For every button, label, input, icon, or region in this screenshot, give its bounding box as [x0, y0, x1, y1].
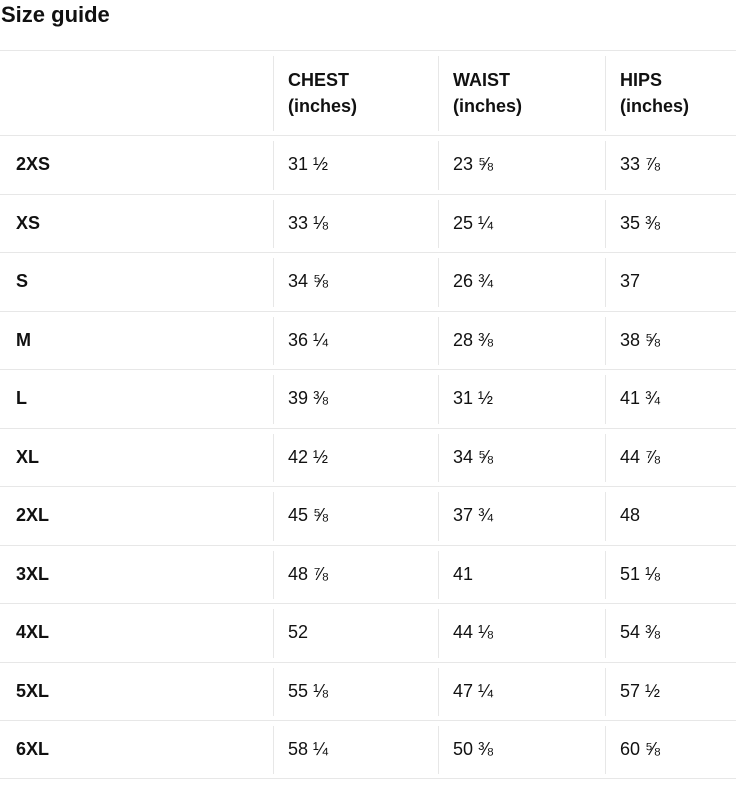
size-row-l: L 39 ⅜ 31 ½ 41 ¾ [0, 369, 736, 428]
header-cell-hips: HIPS (inches) [605, 50, 736, 135]
chest-header-unit: (inches) [288, 96, 358, 116]
hips-value: 33 ⅞ [605, 135, 736, 194]
hips-value: 35 ⅜ [605, 193, 736, 252]
waist-value: 34 ⅝ [438, 427, 605, 486]
waist-value: 37 ¾ [438, 486, 605, 545]
chest-value: 34 ⅝ [273, 252, 438, 311]
hips-value: 41 ¾ [605, 369, 736, 428]
hips-value: 44 ⅞ [605, 427, 736, 486]
chest-value: 58 ¼ [273, 720, 438, 779]
size-row-3xl: 3XL 48 ⅞ 41 51 ⅛ [0, 544, 736, 604]
waist-value: 31 ½ [438, 369, 605, 428]
size-label: XS [0, 193, 273, 253]
chest-value: 36 ¼ [273, 310, 438, 369]
chest-value: 31 ½ [273, 135, 438, 194]
waist-value: 50 ⅜ [438, 720, 605, 779]
chest-value: 48 ⅞ [273, 544, 438, 603]
size-table-header: CHEST (inches) WAIST (inches) HIPS (inch… [0, 50, 736, 135]
chest-value: 55 ⅛ [273, 661, 438, 720]
size-row-2xs: 2XS 31 ½ 23 ⅝ 33 ⅞ [0, 135, 736, 194]
hips-header-unit: (inches) [620, 96, 690, 116]
hips-value: 37 [605, 252, 736, 311]
chest-value: 33 ⅛ [273, 193, 438, 252]
size-label: 5XL [0, 661, 273, 721]
size-row-5xl: 5XL 55 ⅛ 47 ¼ 57 ½ [0, 661, 736, 721]
waist-value: 47 ¼ [438, 661, 605, 720]
hips-value: 48 [605, 486, 736, 545]
hips-value: 38 ⅝ [605, 310, 736, 369]
size-label: 2XL [0, 486, 273, 545]
size-label: L [0, 369, 273, 428]
size-row-6xl: 6XL 58 ¼ 50 ⅜ 60 ⅝ [0, 720, 736, 779]
size-table: CHEST (inches) WAIST (inches) HIPS (inch… [0, 50, 736, 779]
waist-header-unit: (inches) [453, 96, 523, 116]
chest-value: 52 [273, 603, 438, 662]
page-title: Size guide [1, 2, 110, 27]
waist-value: 41 [438, 544, 605, 603]
header-cell-chest: CHEST (inches) [273, 50, 438, 135]
chest-header-label: CHEST [288, 70, 350, 90]
size-row-xs: XS 33 ⅛ 25 ¼ 35 ⅜ [0, 193, 736, 253]
waist-value: 28 ⅜ [438, 310, 605, 369]
size-row-xl: XL 42 ½ 34 ⅝ 44 ⅞ [0, 427, 736, 487]
size-table-body: 2XS 31 ½ 23 ⅝ 33 ⅞ XS 33 ⅛ 25 ¼ 35 ⅜ S 34 ⅝ 26 ¾ 37… [0, 135, 736, 779]
waist-value: 25 ¼ [438, 193, 605, 252]
size-label: 4XL [0, 603, 273, 662]
size-row-m: M 36 ¼ 28 ⅜ 38 ⅝ [0, 310, 736, 370]
waist-header-label: WAIST [453, 70, 510, 90]
hips-value: 51 ⅛ [605, 544, 736, 603]
header-cell-empty [0, 50, 273, 135]
size-label: XL [0, 427, 273, 487]
waist-value: 26 ¾ [438, 252, 605, 311]
hips-value: 57 ½ [605, 661, 736, 720]
hips-value: 54 ⅜ [605, 603, 736, 662]
waist-value: 23 ⅝ [438, 135, 605, 194]
header-row: CHEST (inches) WAIST (inches) HIPS (inch… [0, 50, 736, 135]
waist-value: 44 ⅛ [438, 603, 605, 662]
chest-value: 39 ⅜ [273, 369, 438, 428]
size-table-container: CHEST (inches) WAIST (inches) HIPS (inch… [0, 50, 736, 779]
size-row-2xl: 2XL 45 ⅝ 37 ¾ 48 [0, 486, 736, 545]
hips-value: 60 ⅝ [605, 720, 736, 779]
size-label: M [0, 310, 273, 370]
size-label: 2XS [0, 135, 273, 194]
size-row-s: S 34 ⅝ 26 ¾ 37 [0, 252, 736, 311]
size-label: 3XL [0, 544, 273, 604]
size-row-4xl: 4XL 52 44 ⅛ 54 ⅜ [0, 603, 736, 662]
size-label: 6XL [0, 720, 273, 779]
chest-value: 42 ½ [273, 427, 438, 486]
hips-header-label: HIPS [620, 70, 663, 90]
header-cell-waist: WAIST (inches) [438, 50, 605, 135]
chest-value: 45 ⅝ [273, 486, 438, 545]
size-label: S [0, 252, 273, 311]
